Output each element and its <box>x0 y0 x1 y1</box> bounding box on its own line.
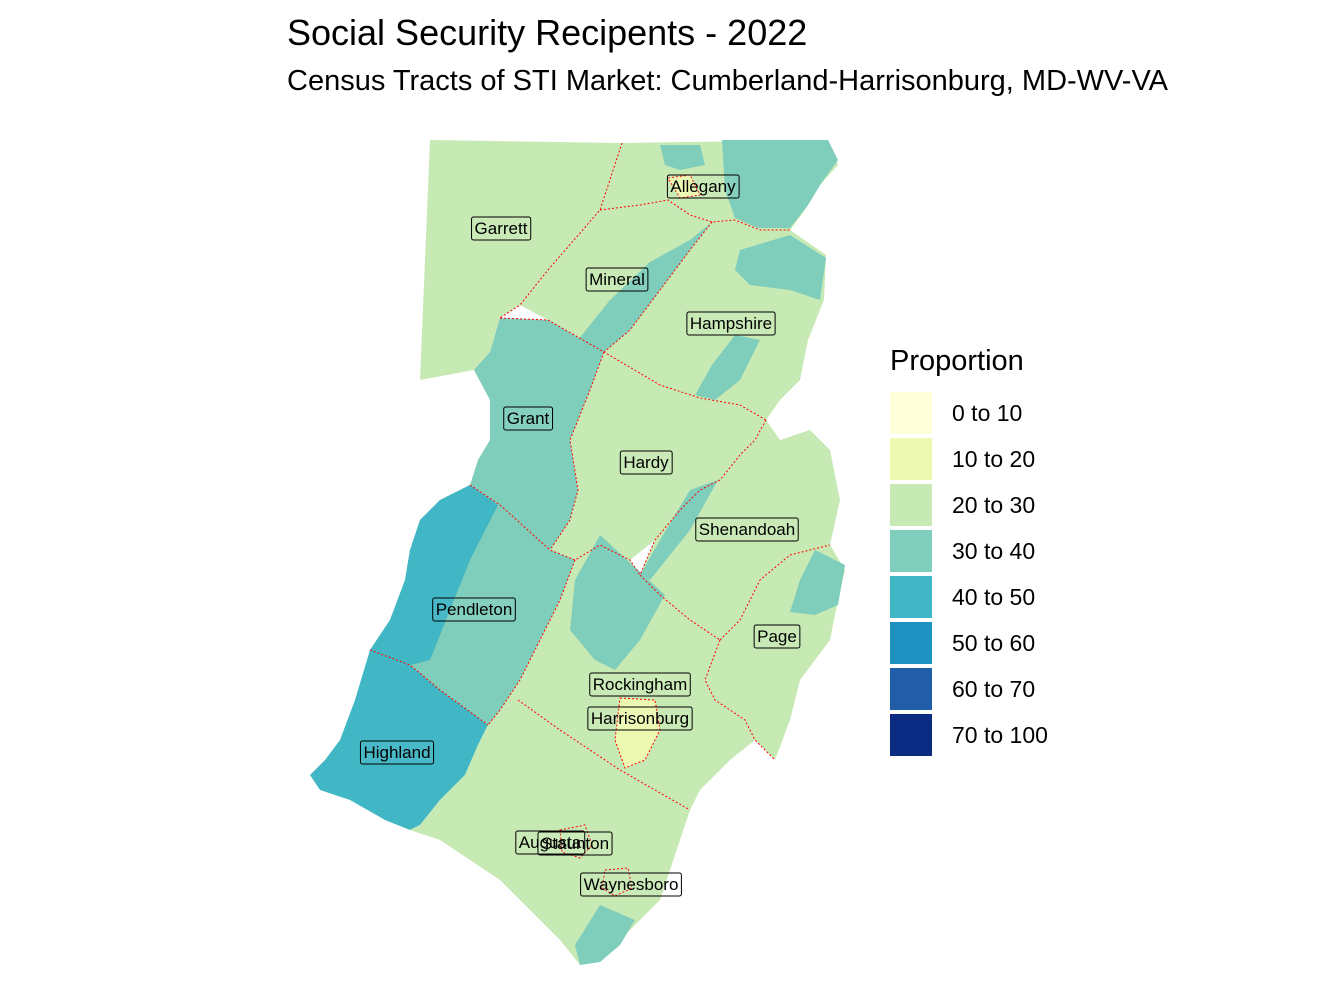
legend-label: 20 to 30 <box>952 491 1036 518</box>
legend-item: 70 to 100 <box>890 712 1048 758</box>
county-name: Augusta <box>519 833 582 852</box>
legend-label: 30 to 40 <box>952 537 1036 564</box>
city-waynesboro-shape <box>602 868 632 896</box>
legend-item: 60 to 70 <box>890 666 1048 712</box>
county-name: Grant <box>507 409 550 428</box>
county-name: Garrett <box>475 219 528 238</box>
legend-swatch <box>890 622 932 664</box>
county-name: Page <box>757 627 797 646</box>
legend-label: 70 to 100 <box>952 721 1048 748</box>
county-label-box <box>686 311 776 336</box>
county-name: Waynesboro <box>584 875 679 894</box>
county-name: Hardy <box>623 453 669 472</box>
city-staunton-shape <box>560 825 592 858</box>
county-label-highland: Highland <box>359 740 435 765</box>
county-name: Staunton <box>541 834 609 853</box>
county-name: Hampshire <box>690 314 772 333</box>
legend-title: Proportion <box>890 345 1024 377</box>
map-title: Social Security Recipents - 2022 <box>287 12 808 53</box>
legend-swatch <box>890 668 932 710</box>
county-name: Shenandoah <box>699 520 795 539</box>
county-mineral-shape <box>520 200 712 352</box>
county-label-box <box>580 872 682 897</box>
county-label-grant: Grant <box>503 406 554 431</box>
legend-swatch <box>890 714 932 756</box>
county-grant-shape <box>470 318 604 550</box>
legend-label: 60 to 70 <box>952 675 1036 702</box>
county-name: Allegany <box>670 177 736 196</box>
county-highland-shape <box>310 650 488 830</box>
city-harrisonburg-shape <box>615 698 660 768</box>
county-name: Mineral <box>589 270 645 289</box>
legend-label: 50 to 60 <box>952 629 1036 656</box>
county-label-page: Page <box>753 624 801 649</box>
legend-item: 40 to 50 <box>890 574 1048 620</box>
county-garrett-shape <box>420 140 622 380</box>
county-label-box <box>666 174 740 199</box>
county-shenandoah-shape <box>640 420 840 640</box>
county-label-box <box>515 830 586 855</box>
county-name: Pendleton <box>436 600 513 619</box>
county-label-box <box>537 831 613 856</box>
county-name: Highland <box>363 743 430 762</box>
legend-swatch <box>890 530 932 572</box>
county-boundaries <box>369 142 831 897</box>
county-label-harrisonburg: Harrisonburg <box>587 706 693 731</box>
choropleth-map: Allegany Garrett Mineral Hampshire Grant Hard… <box>310 140 845 965</box>
map-subtitle: Census Tracts of STI Market: Cumberland-… <box>287 65 1168 97</box>
county-rockingham-shape <box>500 545 755 810</box>
legend-swatch <box>890 484 932 526</box>
county-label-staunton: Staunton <box>537 831 613 856</box>
county-hampshire-tract-b <box>695 335 760 400</box>
county-augusta-tract <box>575 905 635 965</box>
legend-swatch <box>890 438 932 480</box>
legend-label: 0 to 10 <box>952 399 1023 426</box>
county-label-hardy: Hardy <box>619 450 673 475</box>
county-label-box <box>359 740 435 765</box>
county-label-box <box>695 517 799 542</box>
county-label-augusta: Augusta <box>515 830 586 855</box>
county-pendleton-tract <box>370 485 498 665</box>
county-label-mineral: Mineral <box>585 267 649 292</box>
legend: Proportion 0 to 10 10 to 20 20 to 30 30 to … <box>890 345 1048 758</box>
county-name: Harrisonburg <box>591 709 689 728</box>
county-label-waynesboro: Waynesboro <box>580 872 682 897</box>
county-label-box <box>471 216 532 241</box>
legend-swatch <box>890 392 932 434</box>
legend-item: 30 to 40 <box>890 528 1048 574</box>
county-allegany-tract-b <box>660 145 705 170</box>
county-label-box <box>585 267 649 292</box>
county-label-garrett: Garrett <box>471 216 532 241</box>
legend-item: 0 to 10 <box>890 390 1048 436</box>
tract-fills <box>310 140 845 965</box>
legend-item: 50 to 60 <box>890 620 1048 666</box>
county-label-box <box>432 597 516 622</box>
county-label-box <box>589 672 691 697</box>
county-label-box <box>503 406 554 431</box>
county-allegany-tract-a <box>722 140 838 228</box>
county-label-pendleton: Pendleton <box>432 597 516 622</box>
county-hardy-shape <box>550 352 766 560</box>
county-rockingham-tract <box>570 535 665 670</box>
county-allegany-tract-c <box>668 175 700 198</box>
legend-label: 40 to 50 <box>952 583 1036 610</box>
county-page-tract <box>790 550 845 615</box>
county-label-box <box>619 450 673 475</box>
legend-item: 20 to 30 <box>890 482 1048 528</box>
legend-swatch <box>890 576 932 618</box>
county-label-hampshire: Hampshire <box>686 311 776 336</box>
county-label-allegany: Allegany <box>666 174 740 199</box>
legend-item: 10 to 20 <box>890 436 1048 482</box>
county-label-shenandoah: Shenandoah <box>695 517 799 542</box>
legend-label: 10 to 20 <box>952 445 1036 472</box>
county-label-rockingham: Rockingham <box>589 672 691 697</box>
county-label-box <box>753 624 801 649</box>
county-hampshire-tract-a <box>735 235 826 300</box>
county-label-box <box>587 706 693 731</box>
county-shenandoah-tract <box>640 480 718 580</box>
county-name: Rockingham <box>593 675 688 694</box>
